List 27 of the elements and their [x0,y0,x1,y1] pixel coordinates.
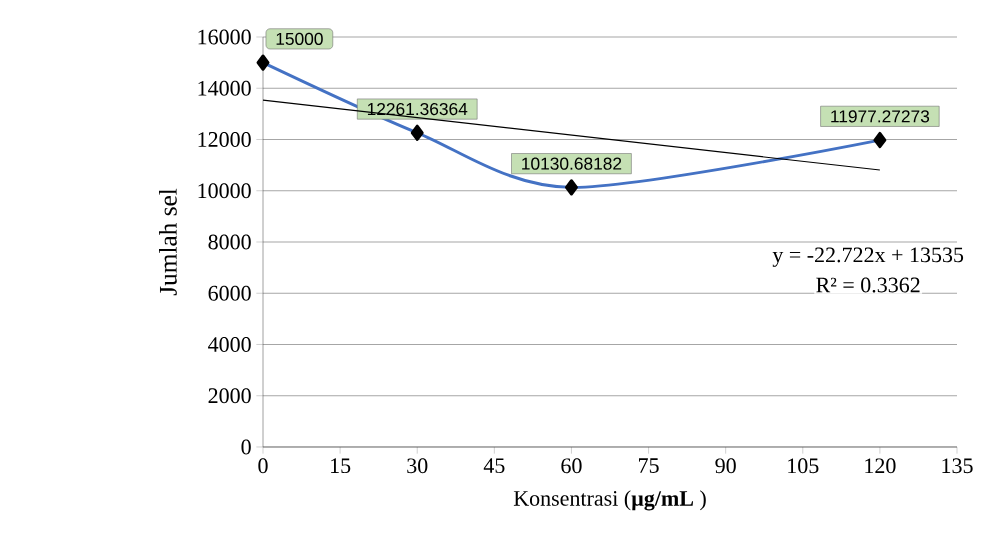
x-tick-label: 0 [258,458,268,474]
x-tick-label: 30 [407,458,428,474]
y-tick-label: 12000 [198,132,251,147]
y-axis-title: Jumlah sel [159,188,177,296]
y-tick-label: 6000 [208,285,251,301]
x-tick-label: 15 [331,458,351,474]
y-tick-label: 10000 [198,183,251,199]
x-tick-label: 105 [788,458,819,474]
x-tick-label: 120 [865,458,896,474]
x-tick-label: 45 [483,458,505,474]
data-label: 15000 [276,32,323,46]
data-label: 10130.68182 [522,157,622,170]
y-tick-label: 16000 [198,29,251,45]
y-tick-label: 0 [241,439,251,455]
x-tick-label: 60 [561,458,582,474]
x-tick-label: 135 [942,458,973,474]
data-label: 12261.36364 [367,102,468,116]
x-axis-title: Konsentrasi (µg/mL ) [513,490,706,511]
y-tick-label: 8000 [208,234,251,250]
x-tick-label: 90 [715,458,736,474]
data-label: 11977.27273 [831,110,930,123]
annotation: R² = 0.3362 [816,277,920,293]
y-tick-label: 2000 [208,388,251,404]
x-tick-label: 75 [639,458,659,473]
y-tick-label: 14000 [198,80,251,96]
y-tick-label: 4000 [208,337,251,352]
annotation: y = -22.722x + 13535 [772,247,964,267]
